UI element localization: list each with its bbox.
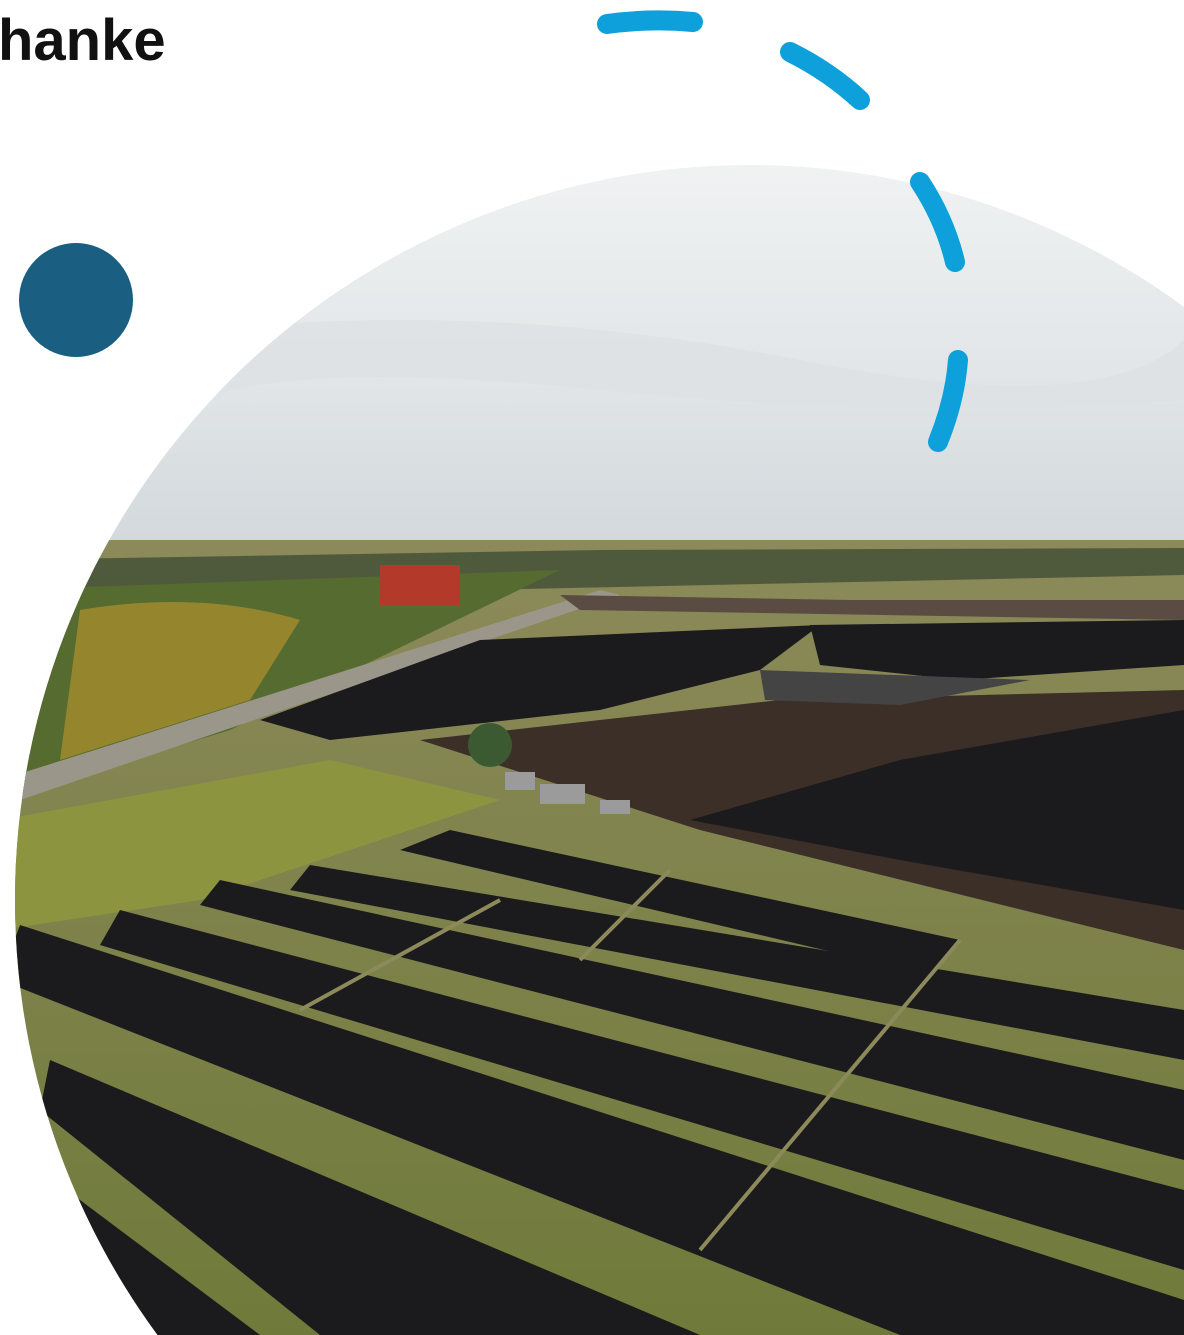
tree xyxy=(468,723,512,767)
dashed-arc xyxy=(597,10,968,452)
cloud xyxy=(200,320,1184,408)
meadow xyxy=(15,760,500,930)
panel-gaps xyxy=(299,868,962,1252)
railway xyxy=(15,590,620,800)
ploughed-field xyxy=(560,595,1184,620)
farm-buildings xyxy=(505,772,630,814)
solar-panels xyxy=(15,620,1184,1335)
solar-farm-photo xyxy=(15,165,1184,1335)
factory xyxy=(380,565,460,605)
accent-dot xyxy=(19,243,133,357)
autumn-trees xyxy=(60,602,300,760)
slide-title: hanke xyxy=(0,8,166,73)
